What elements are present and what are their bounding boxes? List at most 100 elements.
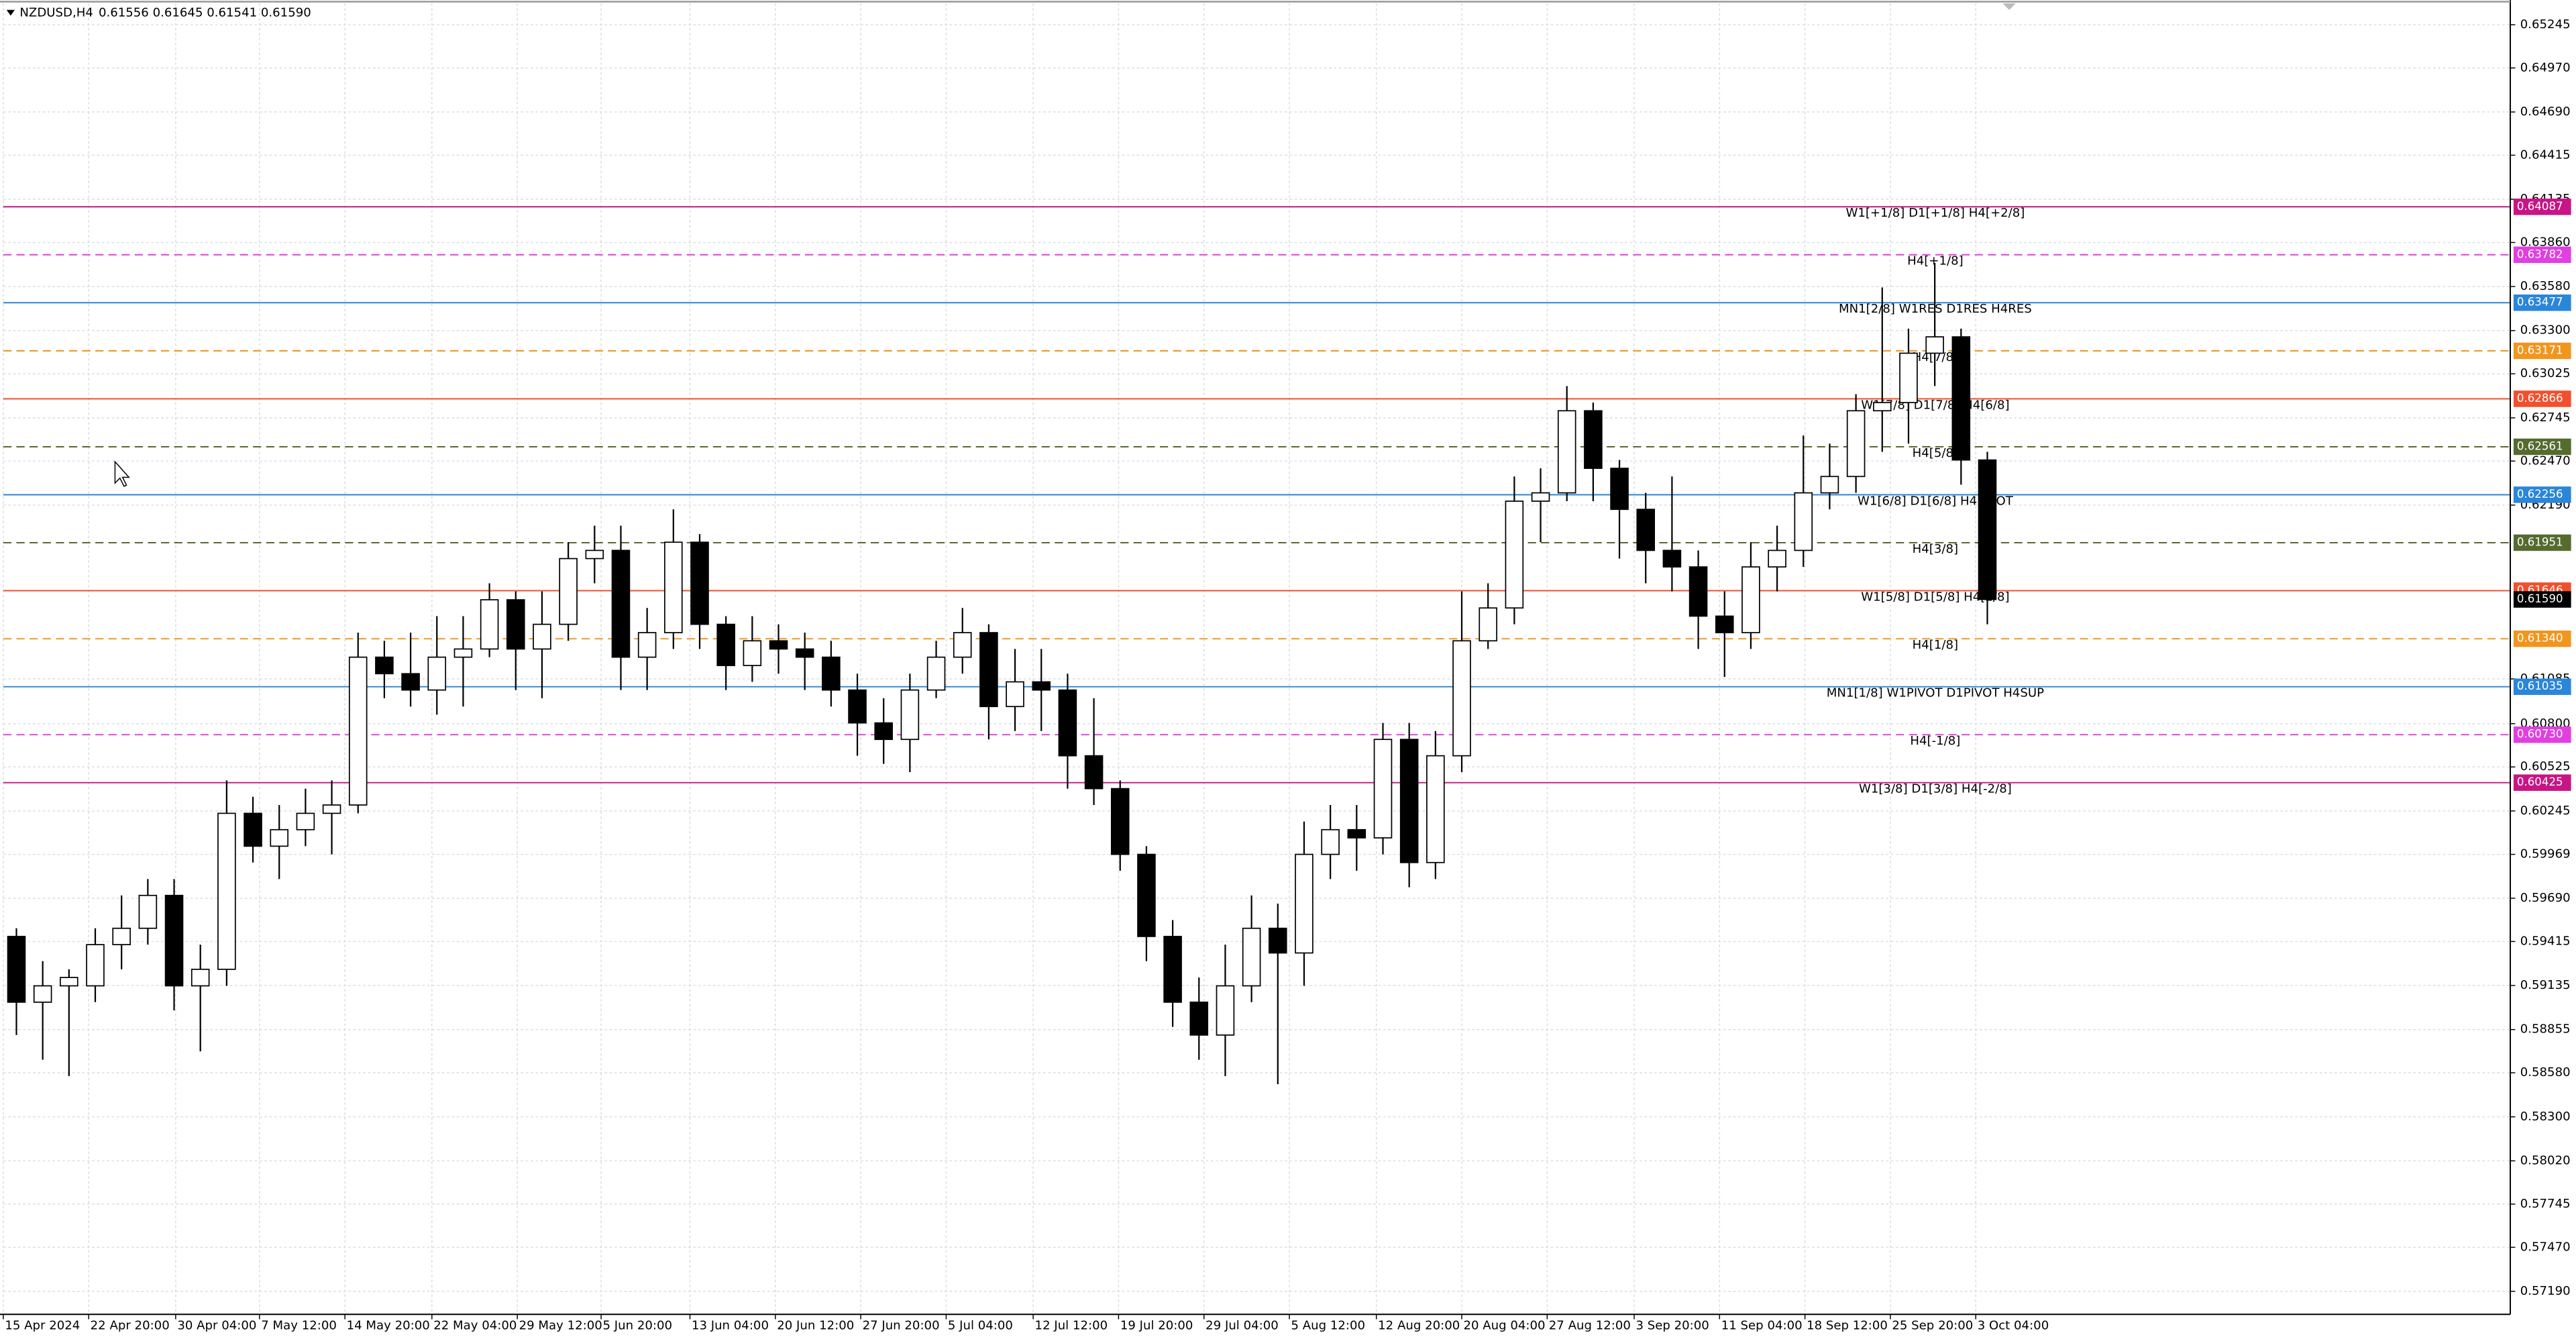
candle-body: [533, 623, 551, 650]
candle-body: [1794, 492, 1813, 551]
candle-body: [1163, 936, 1182, 1003]
x-tick-label: 19 Jul 20:00: [1120, 1318, 1193, 1332]
level-price-box: [2513, 199, 2571, 215]
y-tick-label: 0.60525: [2520, 759, 2571, 773]
candle-body: [1295, 853, 1313, 954]
candle-body: [322, 804, 341, 814]
candle-body: [559, 557, 578, 625]
candle-body: [1584, 410, 1603, 469]
level-price-box: [2513, 630, 2571, 647]
level-label: H4[-1/8]: [1910, 734, 1960, 748]
level-label: W1[6/8] D1[6/8] H4PIVOT: [1858, 494, 2014, 508]
x-tick-label: 22 May 04:00: [433, 1318, 517, 1332]
candle-body: [1846, 410, 1866, 478]
x-tick-label: 13 Jun 04:00: [692, 1318, 769, 1332]
level-price-label: 0.63782: [2517, 248, 2563, 260]
level-label: W1[7/8] D1[7/8] H4[6/8]: [1861, 398, 2009, 412]
x-tick-label: 27 Jun 20:00: [863, 1318, 940, 1332]
grid: [3, 3, 2511, 1315]
x-tick-label: 20 Aug 04:00: [1463, 1318, 1545, 1332]
candle-body: [1662, 549, 1682, 568]
x-tick-label: 11 Sep 04:00: [1721, 1318, 1803, 1332]
level-price-label: 0.61035: [2517, 680, 2563, 692]
mouse-cursor: [114, 460, 130, 487]
candle-body: [480, 599, 499, 650]
level-price-label: 0.61340: [2517, 632, 2563, 645]
candle-body: [1269, 927, 1287, 954]
candle-body: [690, 541, 709, 625]
candle-body: [1373, 739, 1393, 839]
candle-body: [191, 969, 210, 987]
candle-body: [1137, 853, 1156, 937]
y-tick-label: 0.59415: [2520, 934, 2571, 948]
candle-body: [1636, 508, 1656, 551]
shift-marker: [2002, 3, 2016, 10]
candle-body: [1006, 681, 1024, 708]
x-tick-label: 18 Sep 12:00: [1807, 1318, 1888, 1332]
y-tick-label: 0.59969: [2520, 847, 2571, 861]
candle-body: [1741, 566, 1760, 633]
candle-body: [401, 673, 420, 691]
candle-body: [926, 656, 946, 691]
candle-body: [86, 944, 105, 987]
candle-body: [1110, 788, 1130, 855]
level-price-box: [2513, 678, 2571, 695]
y-tick-label: 0.65245: [2520, 17, 2571, 32]
candle-body: [769, 640, 788, 650]
candle-body: [33, 985, 52, 1003]
candle-body: [1032, 681, 1051, 691]
candle-body: [953, 632, 972, 658]
y-tick-label: 0.58855: [2520, 1022, 2571, 1036]
candle-body: [1715, 615, 1734, 633]
candle-body: [1531, 492, 1550, 502]
candle-body: [900, 689, 920, 741]
y-tick-label: 0.62745: [2520, 411, 2571, 425]
level-price-label: 0.62256: [2517, 488, 2563, 500]
candle-body: [1058, 689, 1077, 757]
level-price-label: 0.64087: [2517, 200, 2563, 213]
level-label: H4[1/8]: [1913, 638, 1958, 652]
x-tick-label: 27 Aug 12:00: [1549, 1318, 1631, 1332]
candle-body: [112, 927, 131, 945]
menu-arrow[interactable]: [6, 9, 15, 16]
candle-body: [1557, 410, 1576, 494]
candle-body: [1925, 336, 1944, 354]
y-tick-label: 0.57470: [2520, 1240, 2571, 1254]
x-tick-label: 5 Jun 20:00: [603, 1318, 673, 1332]
y-tick-label: 0.64415: [2520, 148, 2571, 162]
level-label: W1[5/8] D1[5/8] H4[2/8]: [1861, 590, 2009, 604]
y-tick-label: 0.59135: [2520, 978, 2571, 992]
candle-body: [1505, 500, 1524, 609]
candle-body: [1873, 402, 1892, 412]
level-price-box: [2513, 534, 2571, 551]
symbol: NZDUSD,H4: [19, 6, 93, 20]
level-label: H4[3/8]: [1913, 542, 1958, 556]
level-price-label: 0.62866: [2517, 392, 2563, 405]
candle-body: [1610, 468, 1629, 511]
x-tick-label: 7 May 12:00: [261, 1318, 337, 1332]
candle-body: [1399, 739, 1419, 863]
candle-body: [1347, 828, 1366, 839]
level-label: W1[+1/8] D1[+1/8] H4[+2/8]: [1845, 206, 2025, 220]
candle-body: [7, 936, 26, 1003]
y-tick-label: 0.63025: [2520, 366, 2571, 380]
candle-body: [60, 977, 78, 987]
candle-body: [1426, 755, 1445, 863]
candle-body: [716, 623, 735, 666]
ohlc-readout: 0.61556 0.61645 0.61541 0.61590: [99, 6, 311, 20]
candle-body: [217, 812, 236, 970]
y-tick-label: 0.57190: [2520, 1284, 2571, 1298]
x-tick-label: 22 Apr 20:00: [91, 1318, 170, 1332]
candle-body: [270, 828, 289, 847]
candle-body: [348, 656, 368, 806]
x-tick-label: 25 Sep 20:00: [1892, 1318, 1973, 1332]
candle-body: [1216, 985, 1235, 1036]
y-tick-label: 0.58300: [2520, 1110, 2571, 1124]
y-tick-label: 0.64690: [2520, 105, 2571, 119]
candle-body: [427, 656, 447, 691]
level-price-box: [2513, 774, 2571, 791]
level-price-label: 0.62561: [2517, 439, 2563, 452]
candle-body: [375, 656, 394, 675]
candle-body: [874, 722, 893, 741]
